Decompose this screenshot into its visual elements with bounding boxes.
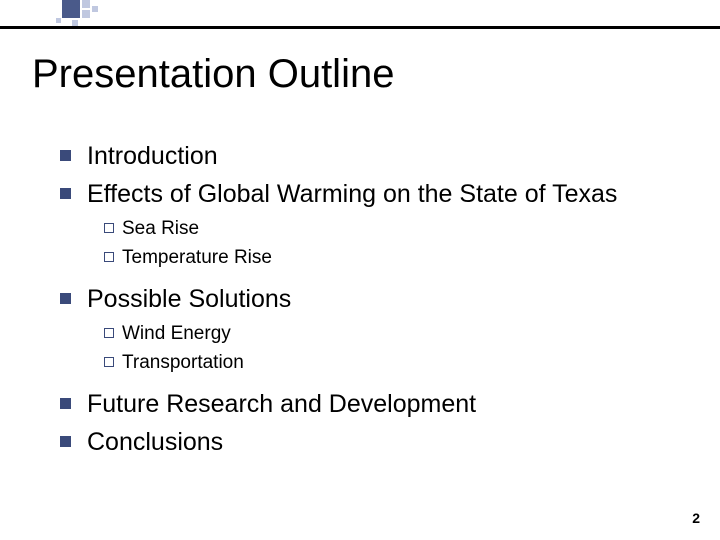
bullet-text: Sea Rise <box>122 216 199 242</box>
bullet-text: Possible Solutions <box>87 283 291 317</box>
slide-title: Presentation Outline <box>32 52 394 97</box>
hollow-square-bullet-icon <box>104 328 114 338</box>
page-number: 2 <box>692 510 700 526</box>
bullet-item: Possible Solutions <box>60 283 680 317</box>
square-bullet-icon <box>60 188 71 199</box>
sub-bullet-item: Wind Energy <box>104 321 680 347</box>
sub-bullet-item: Transportation <box>104 350 680 376</box>
sub-bullet-item: Temperature Rise <box>104 245 680 271</box>
bullet-text: Conclusions <box>87 426 223 460</box>
bullet-text: Introduction <box>87 140 218 174</box>
hollow-square-bullet-icon <box>104 357 114 367</box>
square-bullet-icon <box>60 436 71 447</box>
slide-body: Introduction Effects of Global Warming o… <box>60 140 680 463</box>
bullet-text: Temperature Rise <box>122 245 272 271</box>
sub-bullet-item: Sea Rise <box>104 216 680 242</box>
bullet-item: Introduction <box>60 140 680 174</box>
bullet-text: Wind Energy <box>122 321 231 347</box>
square-bullet-icon <box>60 293 71 304</box>
header-decoration <box>0 0 720 36</box>
bullet-item: Conclusions <box>60 426 680 460</box>
bullet-text: Effects of Global Warming on the State o… <box>87 178 617 212</box>
hollow-square-bullet-icon <box>104 252 114 262</box>
bullet-item: Effects of Global Warming on the State o… <box>60 178 680 212</box>
bullet-text: Transportation <box>122 350 244 376</box>
bullet-item: Future Research and Development <box>60 388 680 422</box>
hollow-square-bullet-icon <box>104 223 114 233</box>
bullet-text: Future Research and Development <box>87 388 476 422</box>
square-bullet-icon <box>60 150 71 161</box>
square-bullet-icon <box>60 398 71 409</box>
